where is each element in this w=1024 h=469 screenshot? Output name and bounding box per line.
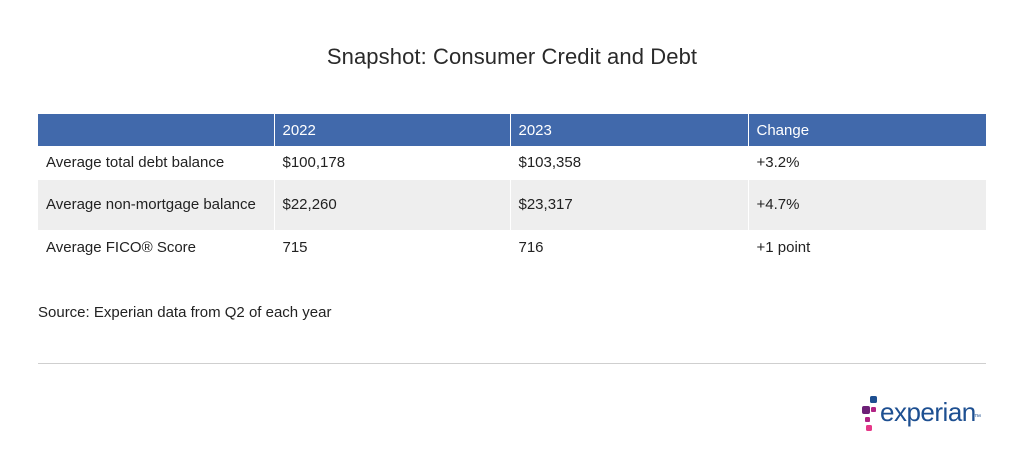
row-label: Average FICO® Score	[38, 230, 275, 265]
credit-debt-table: 2022 2023 Change Average total debt bala…	[38, 114, 986, 265]
header-cell-change: Change	[748, 114, 986, 147]
table-row: Average non-mortgage balance $22,260 $23…	[38, 179, 986, 231]
logo-dots-icon	[862, 396, 877, 431]
value-change: +3.2%	[748, 146, 986, 180]
header-cell-blank	[38, 114, 275, 147]
value-2023: $103,358	[510, 146, 749, 180]
value-2022: 715	[274, 230, 511, 265]
value-2023: 716	[510, 230, 749, 265]
value-2022: $100,178	[274, 146, 511, 180]
source-note: Source: Experian data from Q2 of each ye…	[38, 304, 332, 321]
value-2022: $22,260	[274, 179, 511, 231]
table-header-row: 2022 2023 Change	[38, 114, 986, 147]
divider	[38, 363, 986, 364]
header-cell-2022: 2022	[274, 114, 511, 147]
table-row: Average FICO® Score 715 716 +1 point	[38, 230, 986, 265]
row-label: Average total debt balance	[38, 146, 275, 180]
row-label: Average non-mortgage balance	[38, 179, 275, 231]
value-change: +1 point	[748, 230, 986, 265]
page-title: Snapshot: Consumer Credit and Debt	[326, 44, 698, 69]
value-change: +4.7%	[748, 179, 986, 231]
header-cell-2023: 2023	[510, 114, 749, 147]
experian-logo: experian ™	[858, 394, 986, 434]
logo-trademark: ™	[974, 414, 981, 421]
table-row: Average total debt balance $100,178 $103…	[38, 146, 986, 180]
logo-wordmark: experian	[880, 397, 976, 427]
value-2023: $23,317	[510, 179, 749, 231]
